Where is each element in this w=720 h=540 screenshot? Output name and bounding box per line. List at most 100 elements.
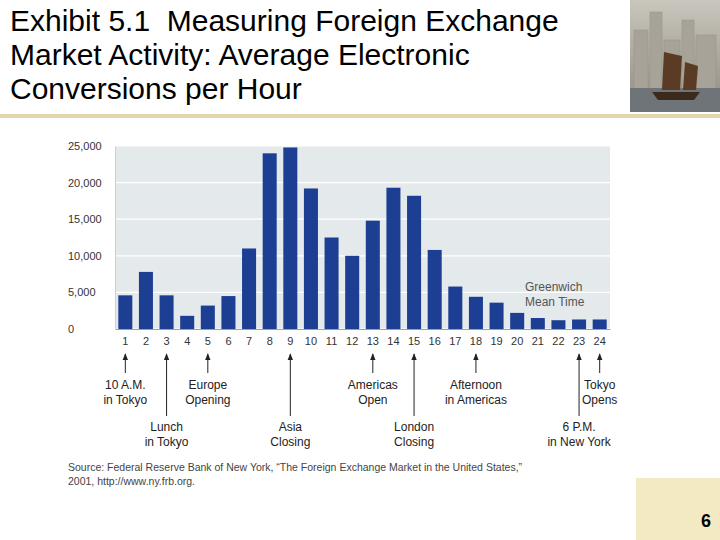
- x-tick: 5: [205, 329, 211, 347]
- x-tick-label: 10: [305, 335, 317, 347]
- bar: [551, 320, 565, 329]
- x-tick: 12: [346, 329, 358, 347]
- y-tick: 5,000: [68, 286, 115, 298]
- bar: [366, 221, 380, 329]
- source-line: Source: Federal Reserve Bank of New York…: [68, 461, 523, 473]
- y-tick-label: 15,000: [68, 213, 102, 225]
- x-tick: 14: [387, 329, 399, 347]
- source: Source: Federal Reserve Bank of New York…: [68, 461, 523, 487]
- x-tick: 6: [225, 329, 231, 347]
- x-axis-title: GreenwichMean Time: [525, 280, 585, 309]
- y-tick-label: 10,000: [68, 250, 102, 262]
- bar: [531, 318, 545, 329]
- bar: [160, 295, 174, 329]
- plot-background: [115, 146, 610, 329]
- bar: [469, 297, 483, 329]
- x-tick: 15: [408, 329, 420, 347]
- bar: [263, 153, 277, 329]
- photo-hull: [652, 92, 700, 100]
- x-tick-label: 8: [267, 335, 273, 347]
- x-tick-label: 23: [573, 335, 585, 347]
- grid: [115, 146, 610, 329]
- bar: [448, 287, 462, 329]
- annotation-text: Closing: [270, 435, 310, 449]
- annotation-text: 10 A.M.: [105, 378, 146, 392]
- bar: [572, 319, 586, 329]
- annotation-text: Afternoon: [450, 378, 502, 392]
- annotation-text: Closing: [394, 435, 434, 449]
- grid-line: [115, 219, 610, 220]
- y-tick-label: 0: [68, 323, 74, 335]
- x-tick: 1: [122, 329, 128, 347]
- x-tick: 24: [594, 329, 606, 347]
- title: Exhibit 5.1 Measuring Foreign ExchangeMa…: [10, 4, 559, 105]
- bar: [407, 196, 421, 329]
- annotation-text: 6 P.M.: [562, 420, 595, 434]
- y-axis-line: [115, 147, 116, 330]
- x-tick: 21: [532, 329, 544, 347]
- photo-sail: [662, 52, 682, 90]
- grid-line: [115, 255, 610, 256]
- x-tick: 16: [429, 329, 441, 347]
- bar: [325, 238, 339, 330]
- x-tick-label: 13: [367, 335, 379, 347]
- y-tick-label: 25,000: [68, 140, 102, 152]
- x-axis-title-line: Greenwich: [525, 280, 582, 294]
- photo-building: [696, 35, 716, 90]
- annotation-text: Lunch: [150, 420, 183, 434]
- x-tick: 13: [367, 329, 379, 347]
- x-tick-label: 22: [552, 335, 564, 347]
- annotation-text: in New York: [547, 435, 611, 449]
- annotation-text: Open: [358, 393, 387, 407]
- annotation-arrow: [414, 354, 415, 416]
- y-tick: 0: [68, 323, 115, 335]
- x-tick: 9: [287, 329, 293, 347]
- x-tick: 23: [573, 329, 585, 347]
- x-tick: 11: [326, 329, 337, 347]
- bar: [490, 303, 504, 329]
- x-tick: 3: [164, 329, 170, 347]
- x-tick: 18: [470, 329, 482, 347]
- annotation-text: Americas: [348, 378, 398, 392]
- annotation-text: Tokyo: [584, 378, 616, 392]
- x-tick: 17: [449, 329, 461, 347]
- x-tick-label: 11: [326, 335, 337, 347]
- x-tick-label: 19: [490, 335, 502, 347]
- bars: [118, 147, 606, 329]
- bar: [118, 295, 132, 329]
- slide: 6Exhibit 5.1 Measuring Foreign ExchangeM…: [0, 0, 720, 540]
- x-tick-label: 12: [346, 335, 358, 347]
- annotation-text: Europe: [188, 378, 227, 392]
- x-tick-label: 6: [225, 335, 231, 347]
- y-axis: 05,00010,00015,00020,00025,000: [68, 140, 116, 335]
- photo-building: [634, 30, 648, 90]
- annotation-arrow: [125, 354, 126, 373]
- x-tick-label: 15: [408, 335, 420, 347]
- x-tick-label: 9: [287, 335, 293, 347]
- bar: [283, 147, 297, 329]
- y-tick: 10,000: [68, 250, 115, 262]
- x-tick: 7: [246, 329, 252, 347]
- x-axis-title-line: Mean Time: [525, 295, 585, 309]
- annotation-arrow: [475, 354, 476, 373]
- title-line: Conversions per Hour: [10, 72, 302, 105]
- x-tick-label: 14: [387, 335, 399, 347]
- annotation-text: Opening: [185, 393, 230, 407]
- x-tick-label: 24: [594, 335, 606, 347]
- x-tick: 8: [267, 329, 273, 347]
- x-tick: 4: [184, 329, 190, 347]
- x-tick-label: 3: [164, 335, 170, 347]
- x-tick: 2: [143, 329, 149, 347]
- x-tick: 20: [511, 329, 523, 347]
- x-tick-label: 5: [205, 335, 211, 347]
- bar: [345, 256, 359, 329]
- bar: [304, 188, 318, 329]
- bar: [510, 313, 524, 329]
- title-line: Exhibit 5.1 Measuring Foreign Exchange: [10, 4, 559, 37]
- title-rule: [0, 114, 720, 118]
- bar: [201, 306, 215, 329]
- grid-line: [115, 182, 610, 183]
- photo: [630, 0, 720, 112]
- annotations: 10 A.M.in TokyoLunchin TokyoEuropeOpenin…: [103, 354, 617, 449]
- annotation-text: Asia: [279, 420, 303, 434]
